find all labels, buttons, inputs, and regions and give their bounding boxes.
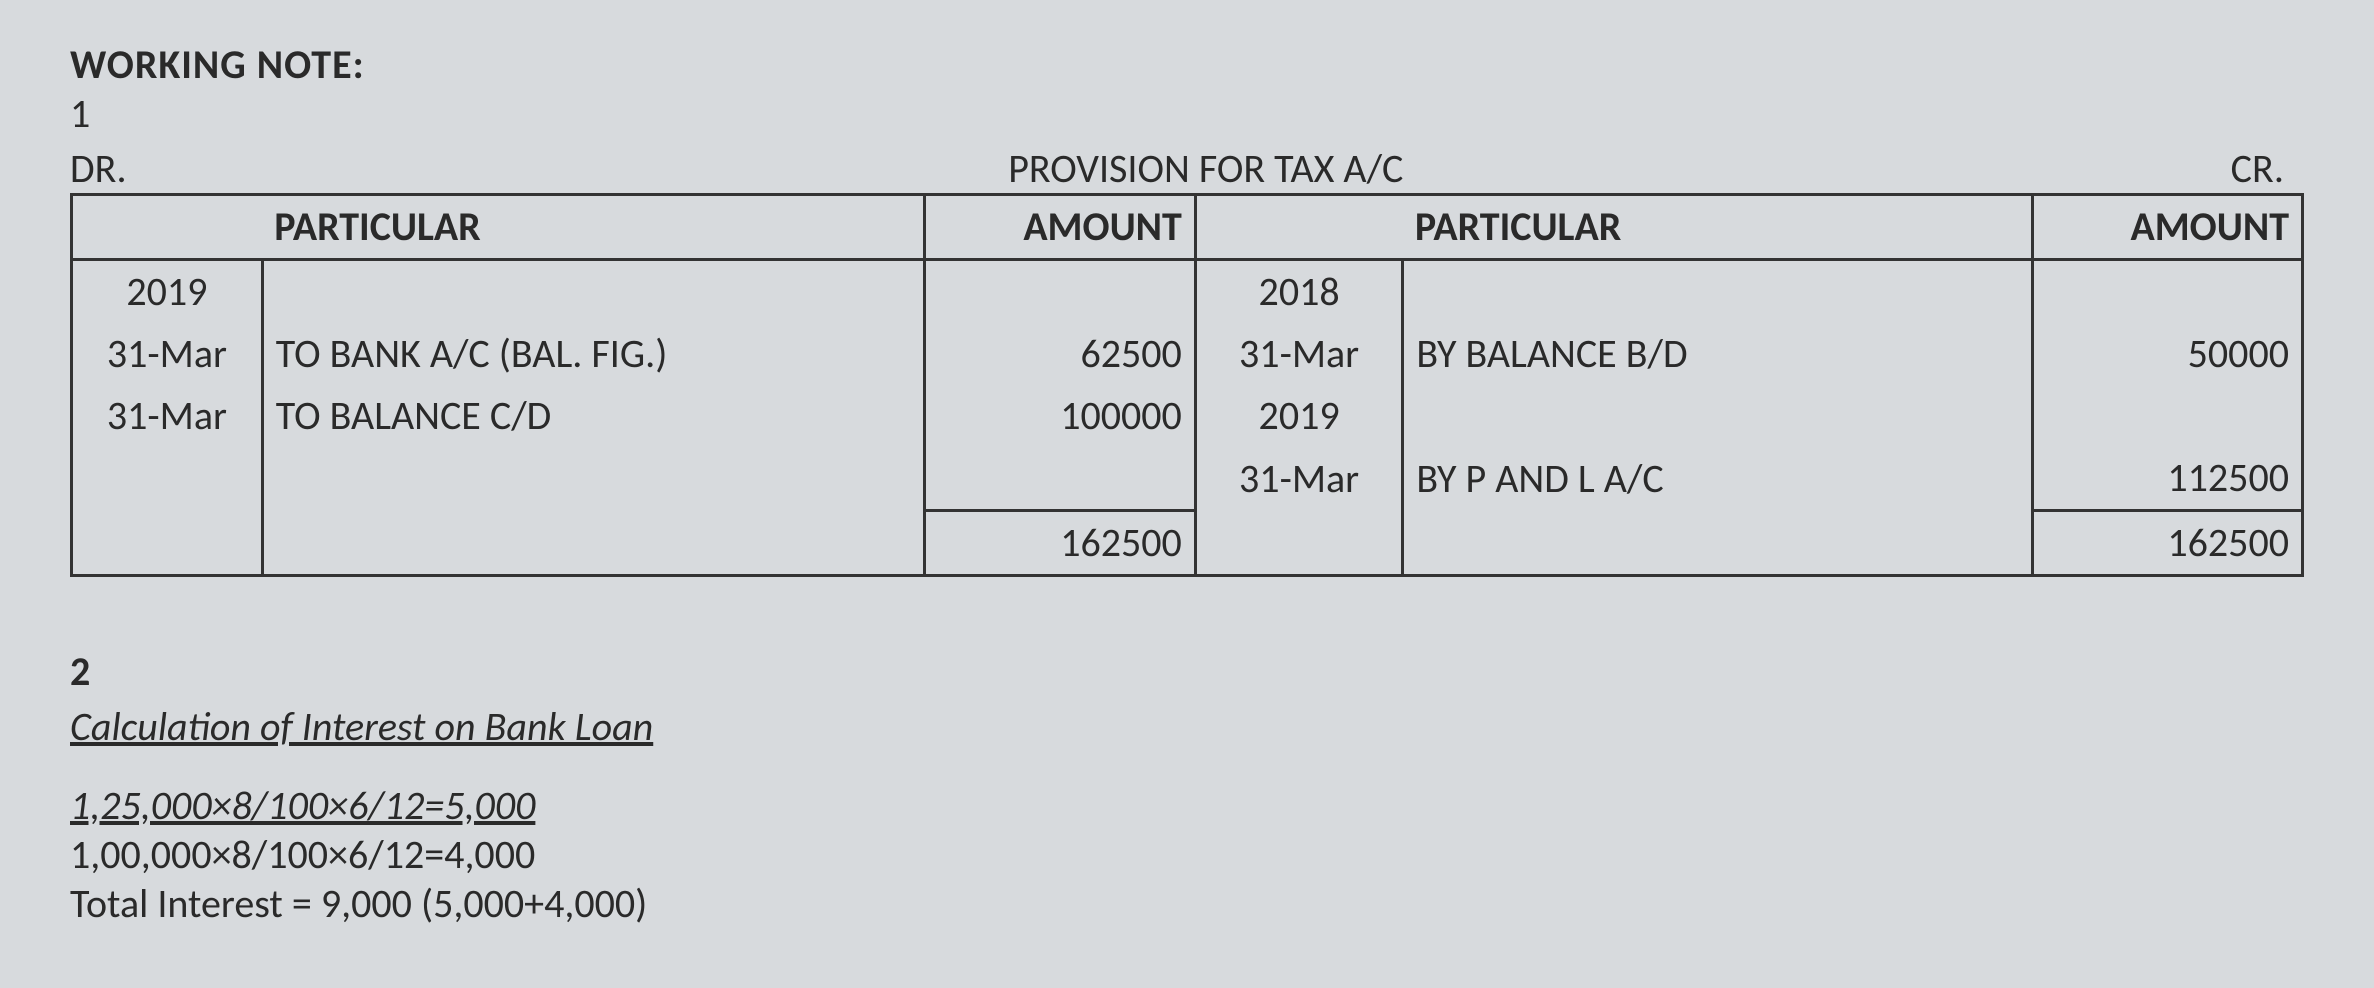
cell-l-date: 2019 [72, 260, 263, 324]
ledger-title-row: DR. PROVISION FOR TAX A/C CR. [70, 144, 2304, 193]
calc-line-1: 1,25,000×8/100×6/12=5,000 [70, 781, 2304, 830]
cell-r-part [1403, 385, 2032, 447]
table-row: 31-Mar TO BANK A/C (BAL. FIG.) 62500 31-… [72, 323, 2303, 385]
table-row: 31-Mar TO BALANCE C/D 100000 2019 [72, 385, 2303, 447]
dr-label: DR. [70, 144, 1008, 193]
cell-l-part [262, 447, 925, 511]
cell-l-date [72, 447, 263, 511]
account-title: PROVISION FOR TAX A/C [1008, 144, 1812, 193]
provision-for-tax-ledger: PARTICULAR AMOUNT PARTICULAR AMOUNT 2019… [70, 193, 2304, 577]
col-particular-right: PARTICULAR [1403, 195, 2032, 260]
note-1-index: 1 [70, 89, 2304, 138]
note-2-subheading: Calculation of Interest on Bank Loan [70, 702, 2304, 751]
cr-label: CR. [1813, 144, 2305, 193]
cell-r-part: BY P AND L A/C [1403, 447, 2032, 511]
total-left: 162500 [925, 511, 1195, 576]
note-2-section: 2 Calculation of Interest on Bank Loan 1… [70, 647, 2304, 928]
cell-r-amt [2032, 260, 2302, 324]
working-note-heading: WORKING NOTE: [70, 40, 2304, 89]
cell-r-date: 2018 [1195, 260, 1403, 324]
cell-r-part [1403, 260, 2032, 324]
total-right: 162500 [2032, 511, 2302, 576]
cell-l-part: TO BALANCE C/D [262, 385, 925, 447]
col-particular-left-date [72, 195, 263, 260]
cell-l-part: TO BANK A/C (BAL. FIG.) [262, 323, 925, 385]
calc-line-3: Total Interest = 9,000 (5,000+4,000) [70, 879, 2304, 928]
table-total-row: 162500 162500 [72, 511, 2303, 576]
cell-r-amt: 112500 [2032, 447, 2302, 511]
note-2-index: 2 [70, 647, 2304, 696]
cell-l-date: 31-Mar [72, 323, 263, 385]
cell-r-amt: 50000 [2032, 323, 2302, 385]
cell-r-date: 31-Mar [1195, 447, 1403, 511]
working-note-page: WORKING NOTE: 1 DR. PROVISION FOR TAX A/… [0, 0, 2374, 988]
cell-l-amt [925, 260, 1195, 324]
col-particular-left: PARTICULAR [262, 195, 925, 260]
cell-l-amt: 100000 [925, 385, 1195, 447]
cell-r-date: 31-Mar [1195, 323, 1403, 385]
note-2-calculations: 1,25,000×8/100×6/12=5,000 1,00,000×8/100… [70, 781, 2304, 928]
cell-l-amt [925, 447, 1195, 511]
calc-line-2: 1,00,000×8/100×6/12=4,000 [70, 830, 2304, 879]
cell-l-date: 31-Mar [72, 385, 263, 447]
cell-r-amt [2032, 385, 2302, 447]
cell-l-part [262, 260, 925, 324]
cell-r-date: 2019 [1195, 385, 1403, 447]
col-amount-right: AMOUNT [2032, 195, 2302, 260]
table-row: 31-Mar BY P AND L A/C 112500 [72, 447, 2303, 511]
col-particular-right-date [1195, 195, 1403, 260]
cell-l-amt: 62500 [925, 323, 1195, 385]
table-row: 2019 2018 [72, 260, 2303, 324]
col-amount-left: AMOUNT [925, 195, 1195, 260]
cell-r-part: BY BALANCE B/D [1403, 323, 2032, 385]
